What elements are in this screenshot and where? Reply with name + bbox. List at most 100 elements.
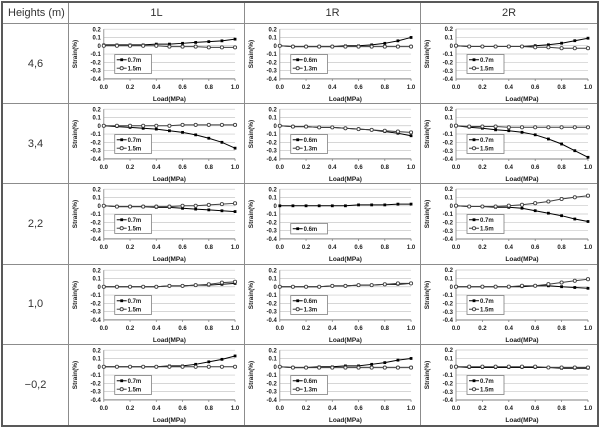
svg-text:0.8: 0.8 (381, 326, 390, 332)
svg-text:-0.4: -0.4 (267, 398, 278, 404)
svg-text:Load(MPa): Load(MPa) (505, 337, 538, 344)
chart-1-0-1L: 0.2 0.1 0 -0.1 -0.2 -0.3 -0.4 0.0 0.2 0.4 0.6 0.8 1.… (69, 264, 245, 345)
svg-text:0.1: 0.1 (93, 276, 102, 282)
svg-text:0: 0 (274, 44, 278, 50)
svg-text:0.1: 0.1 (445, 36, 454, 42)
svg-text:1.5m: 1.5m (480, 67, 494, 73)
svg-text:0.2: 0.2 (126, 165, 135, 171)
svg-text:0.0: 0.0 (452, 165, 461, 171)
svg-text:0: 0 (450, 124, 454, 130)
svg-text:0.1: 0.1 (269, 116, 278, 122)
svg-text:0.2: 0.2 (445, 27, 454, 33)
svg-text:0.6m: 0.6m (304, 58, 318, 64)
svg-text:0: 0 (450, 365, 454, 371)
svg-text:Strain(%): Strain(%) (424, 120, 431, 149)
svg-text:-0.4: -0.4 (91, 398, 102, 404)
svg-text:0.4: 0.4 (152, 85, 161, 91)
svg-text:-0.2: -0.2 (443, 301, 454, 307)
svg-text:-0.1: -0.1 (443, 213, 454, 219)
svg-text:0.4: 0.4 (152, 406, 161, 412)
svg-text:0.1: 0.1 (93, 196, 102, 202)
svg-text:-0.3: -0.3 (267, 309, 278, 315)
svg-text:0.7m: 0.7m (480, 138, 494, 144)
svg-text:-0.1: -0.1 (267, 52, 278, 58)
svg-text:0.2: 0.2 (302, 165, 311, 171)
svg-text:Strain(%): Strain(%) (424, 280, 431, 309)
svg-text:0.6m: 0.6m (304, 379, 318, 385)
svg-text:1.3m: 1.3m (304, 388, 318, 394)
svg-text:-0.4: -0.4 (267, 77, 278, 83)
svg-text:0.2: 0.2 (445, 348, 454, 354)
svg-text:0.6: 0.6 (354, 85, 363, 91)
svg-text:Strain(%): Strain(%) (72, 361, 79, 389)
svg-text:Strain(%): Strain(%) (72, 120, 79, 148)
header-column-2R: 2R (421, 3, 597, 24)
svg-text:0.6: 0.6 (354, 165, 363, 171)
svg-text:-0.3: -0.3 (267, 229, 278, 235)
svg-text:1.5m: 1.5m (480, 388, 494, 394)
svg-text:0.2: 0.2 (269, 188, 278, 194)
svg-text:0.4: 0.4 (505, 406, 514, 412)
svg-text:1.0: 1.0 (407, 245, 416, 251)
svg-text:1.5m: 1.5m (128, 227, 142, 233)
svg-text:1.0: 1.0 (231, 406, 240, 412)
svg-text:-0.4: -0.4 (91, 157, 102, 163)
svg-text:0.2: 0.2 (93, 27, 102, 33)
svg-text:Strain(%): Strain(%) (248, 40, 255, 68)
row-label-4-6: 4,6 (3, 24, 69, 105)
svg-text:0.6: 0.6 (531, 85, 540, 91)
svg-text:0.1: 0.1 (445, 116, 454, 122)
svg-text:0.2: 0.2 (445, 268, 454, 274)
svg-text:0.7m: 0.7m (480, 379, 494, 385)
svg-text:1.0: 1.0 (231, 245, 240, 251)
svg-text:0: 0 (98, 365, 102, 371)
svg-text:0.2: 0.2 (478, 85, 487, 91)
chart-3-4-1L: 0.2 0.1 0 -0.1 -0.2 -0.3 -0.4 0.0 0.2 0.4 0.6 0.8 1.… (69, 104, 245, 185)
svg-text:Strain(%): Strain(%) (248, 281, 255, 309)
svg-text:-0.2: -0.2 (443, 141, 454, 147)
svg-text:0.1: 0.1 (269, 196, 278, 202)
svg-text:-0.4: -0.4 (91, 318, 102, 324)
svg-text:1.3m: 1.3m (304, 307, 318, 313)
svg-text:0.4: 0.4 (328, 326, 337, 332)
svg-text:0.0: 0.0 (100, 406, 109, 412)
svg-text:-0.4: -0.4 (443, 77, 454, 83)
svg-text:-0.1: -0.1 (91, 293, 102, 299)
svg-text:Load(MPa): Load(MPa) (153, 256, 186, 263)
svg-text:-0.2: -0.2 (443, 221, 454, 227)
svg-text:0.2: 0.2 (126, 326, 135, 332)
svg-text:0.6m: 0.6m (304, 138, 318, 144)
svg-text:-0.3: -0.3 (443, 69, 454, 75)
svg-text:0.6: 0.6 (531, 165, 540, 171)
svg-text:0.2: 0.2 (478, 245, 487, 251)
svg-text:0.0: 0.0 (276, 406, 285, 412)
svg-text:-0.3: -0.3 (91, 309, 102, 315)
svg-text:1.0: 1.0 (407, 406, 416, 412)
chart-minus-0-2-2R: 0.2 0.1 0 -0.1 -0.2 -0.3 -0.4 0.0 0.2 0.4 0.6 0.8 1.… (421, 344, 597, 425)
svg-text:-0.4: -0.4 (91, 77, 102, 83)
svg-text:-0.4: -0.4 (443, 157, 454, 163)
chart-1-0-2R: 0.2 0.1 0 -0.1 -0.2 -0.3 -0.4 0.0 0.2 0.4 0.6 0.8 1.… (421, 264, 597, 345)
svg-text:-0.1: -0.1 (267, 213, 278, 219)
svg-text:-0.4: -0.4 (267, 237, 278, 243)
svg-text:0.2: 0.2 (93, 349, 102, 355)
svg-text:0.0: 0.0 (276, 326, 285, 332)
svg-text:0: 0 (98, 124, 102, 130)
svg-text:1.0: 1.0 (584, 85, 593, 91)
svg-text:0.6m: 0.6m (304, 299, 318, 305)
svg-text:0.4: 0.4 (505, 245, 514, 251)
svg-text:-0.2: -0.2 (91, 301, 102, 307)
svg-text:0.8: 0.8 (205, 245, 214, 251)
svg-text:-0.4: -0.4 (91, 237, 102, 243)
svg-text:-0.2: -0.2 (267, 61, 278, 67)
header-heights: Heights (m) (3, 3, 69, 24)
svg-text:0: 0 (450, 284, 454, 290)
svg-text:0.7m: 0.7m (480, 58, 494, 64)
svg-text:Strain(%): Strain(%) (424, 361, 431, 390)
svg-text:0.8: 0.8 (381, 406, 390, 412)
svg-text:0: 0 (450, 44, 454, 50)
svg-text:0: 0 (450, 204, 454, 210)
svg-text:0.7m: 0.7m (128, 299, 142, 305)
svg-text:0.2: 0.2 (478, 165, 487, 171)
